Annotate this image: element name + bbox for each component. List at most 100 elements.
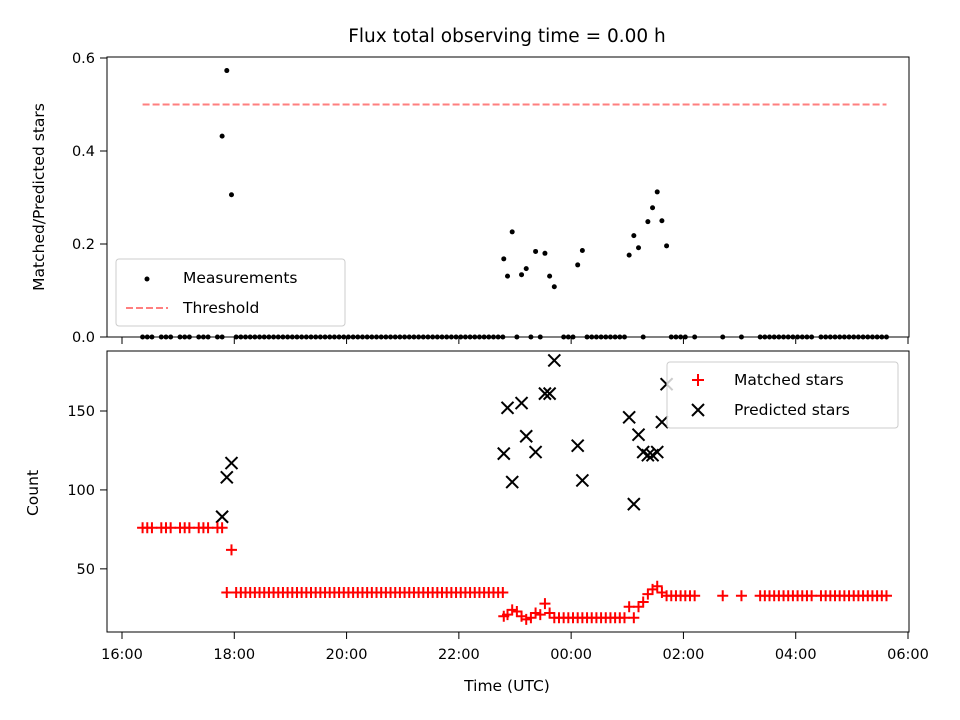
top-y-tick-label: 0.4 bbox=[72, 144, 95, 160]
predicted-star-point bbox=[570, 439, 585, 453]
matched-star-point bbox=[539, 598, 551, 610]
matched-star-point bbox=[689, 590, 701, 602]
measurement-point bbox=[650, 205, 656, 211]
x-tick-label: 18:00 bbox=[213, 647, 255, 663]
bottom-legend: Matched stars Predicted stars bbox=[666, 361, 899, 429]
predicted-star-point bbox=[514, 396, 529, 410]
bottom-y-tick-label: 50 bbox=[77, 562, 95, 578]
measurement-point bbox=[631, 233, 637, 239]
measurement-point bbox=[523, 266, 529, 272]
matched-star-point bbox=[637, 596, 649, 608]
predicted-star-point bbox=[650, 445, 664, 459]
predicted-star-point bbox=[519, 429, 533, 443]
legend-measurements-label: Measurements bbox=[183, 269, 298, 287]
measurement-point bbox=[219, 133, 225, 139]
x-tick-label: 02:00 bbox=[663, 647, 705, 663]
matched-star-point bbox=[651, 580, 663, 592]
matched-star-point bbox=[506, 604, 518, 616]
matched-star-point bbox=[618, 612, 630, 624]
matched-star-point bbox=[502, 609, 514, 621]
x-axis-label: Time (UTC) bbox=[463, 677, 550, 695]
measurement-point bbox=[501, 256, 507, 262]
matched-star-point bbox=[221, 587, 233, 599]
predicted-star-point bbox=[547, 353, 562, 368]
top-y-tick-label: 0.6 bbox=[72, 51, 95, 67]
predicted-star-point bbox=[641, 448, 655, 462]
predicted-star-point bbox=[631, 427, 646, 442]
matched-star-point bbox=[628, 612, 640, 624]
predicted-star-point bbox=[220, 470, 234, 484]
bottom-plot-frame bbox=[106, 350, 910, 633]
matched-star-point bbox=[202, 522, 214, 534]
predicted-star-point bbox=[215, 510, 229, 524]
measurement-point bbox=[654, 189, 660, 195]
x-tick-label: 00:00 bbox=[550, 647, 592, 663]
predicted-star-point bbox=[542, 386, 557, 401]
predicted-star-point bbox=[538, 386, 552, 401]
legend-measurements-marker bbox=[144, 276, 150, 282]
x-tick-label: 16:00 bbox=[101, 647, 143, 663]
bottom-legend-box bbox=[666, 361, 899, 429]
bottom-y-axis-label: Count bbox=[24, 470, 42, 516]
measurement-point bbox=[224, 68, 230, 74]
matched-star-point bbox=[525, 612, 537, 624]
matched-star-point bbox=[642, 588, 654, 600]
matched-star-point bbox=[735, 590, 747, 602]
top-legend-box bbox=[115, 258, 346, 327]
bottom-y-tick-label: 150 bbox=[67, 404, 95, 420]
matched-star-point bbox=[633, 601, 645, 613]
top-plot-frame bbox=[106, 56, 910, 338]
top-legend: Measurements Threshold bbox=[115, 258, 346, 327]
matched-star-point bbox=[623, 601, 635, 613]
x-tick-label: 20:00 bbox=[326, 647, 368, 663]
bottom-y-tick-label: 100 bbox=[67, 483, 95, 499]
matched-star-point bbox=[183, 522, 195, 534]
measurement-point bbox=[547, 273, 553, 279]
x-tick-label: 06:00 bbox=[887, 647, 929, 663]
matched-star-point bbox=[534, 609, 546, 621]
bottom-panel: 50 100 150 16:00 18:00 20:00 22:00 00:00 02:00 0… bbox=[24, 350, 929, 695]
matched-star-point bbox=[511, 605, 523, 617]
matched-star-point bbox=[216, 522, 228, 534]
predicted-star-point bbox=[575, 473, 590, 488]
measurement-point bbox=[645, 219, 651, 225]
legend-threshold-label: Threshold bbox=[182, 299, 259, 317]
predicted-star-point bbox=[505, 475, 519, 489]
measurement-point bbox=[519, 272, 525, 278]
measurement-point bbox=[659, 218, 665, 224]
matched-star-point bbox=[165, 522, 177, 534]
matched-star-point bbox=[497, 587, 509, 599]
matched-star-point bbox=[717, 590, 729, 602]
measurement-point bbox=[551, 284, 557, 290]
top-y-tick-label: 0.0 bbox=[72, 330, 95, 346]
measurement-point bbox=[509, 229, 515, 235]
x-tick-label: 04:00 bbox=[775, 647, 817, 663]
predicted-star-point bbox=[622, 410, 636, 425]
chart-title: Flux total observing time = 0.00 h bbox=[348, 26, 666, 47]
measurement-point bbox=[636, 245, 642, 251]
top-y-tick-label: 0.2 bbox=[72, 237, 95, 253]
measurement-point bbox=[542, 250, 548, 256]
measurement-point bbox=[228, 192, 234, 198]
matched-star-point bbox=[544, 607, 556, 619]
predicted-star-point bbox=[500, 401, 515, 415]
measurement-point bbox=[533, 248, 539, 254]
predicted-star-point bbox=[224, 456, 239, 470]
legend-predicted-marker bbox=[691, 403, 705, 417]
measurement-point bbox=[575, 262, 581, 268]
matched-star-point bbox=[146, 522, 158, 534]
matched-star-point bbox=[806, 590, 818, 602]
top-y-axis-label: Matched/Predicted stars bbox=[30, 103, 48, 291]
predicted-star-point bbox=[627, 497, 641, 511]
measurement-point bbox=[626, 252, 632, 258]
top-panel: 0.0 0.2 0.4 0.6 Matched/Predicted stars Mea… bbox=[30, 51, 910, 346]
x-tick-label: 22:00 bbox=[438, 647, 480, 663]
legend-matched-label: Matched stars bbox=[734, 371, 844, 389]
measurement-point bbox=[664, 243, 670, 249]
predicted-star-point bbox=[655, 415, 669, 429]
measurement-point bbox=[579, 248, 585, 254]
predicted-star-point bbox=[528, 445, 543, 459]
matched-star-point bbox=[520, 613, 532, 625]
legend-predicted-label: Predicted stars bbox=[734, 401, 850, 419]
